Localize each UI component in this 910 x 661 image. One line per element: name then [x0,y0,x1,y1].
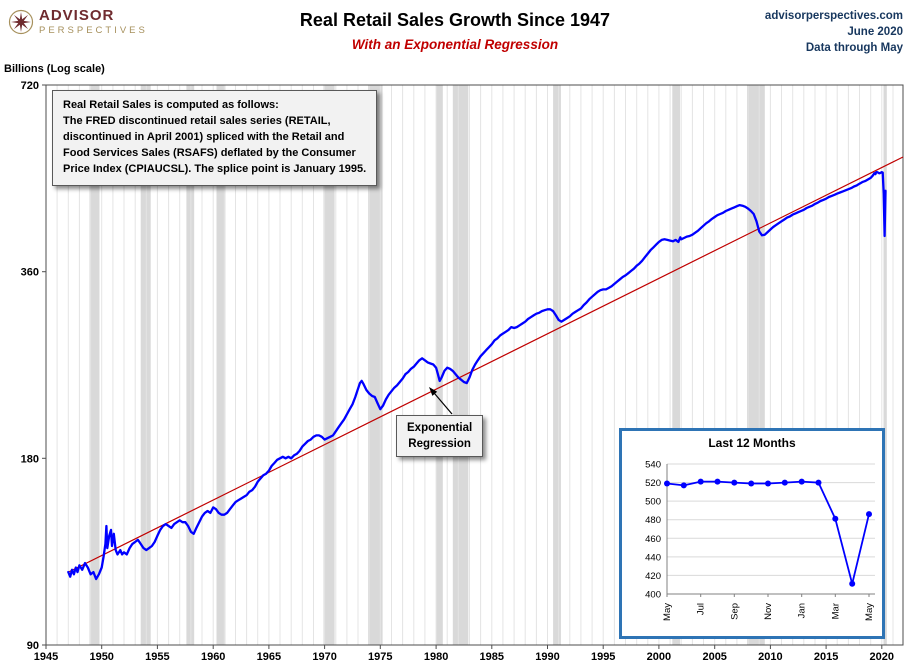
inset-y-tick-label: 420 [645,571,661,582]
x-tick-label: 1945 [34,651,58,661]
recession-bands [89,85,887,645]
x-tick-label: 1975 [368,651,392,661]
inset-line [666,480,870,585]
inset-x-tick-label: Jul [696,603,707,615]
y-tick-label: 360 [21,267,39,279]
x-tick-label: 1990 [535,651,559,661]
inset-x-tick-label: Mar [830,603,841,619]
inset-y-tick-label: 400 [645,590,661,601]
x-axis-ticks: 1945 1950 1955 1960 1965 1970 1975 1980 1985 1990… [34,645,894,661]
date-text: June 2020 [847,26,903,38]
inset-y-tick-label: 520 [645,478,661,489]
retail-sales-line [67,170,887,581]
website-text: advisorperspectives.com [764,10,903,22]
note-line: Price Index (CPIAUCSL). The splice point… [63,162,367,175]
inset-y-tick-label: 440 [645,552,661,563]
inset-x-tick-label: Nov [763,603,774,620]
inset-y-tick-label: 480 [645,515,661,526]
callout-arrow [429,387,453,415]
x-tick-label: 2005 [702,651,726,661]
inset-marker [849,580,856,587]
inset-x-tick-label: May [864,603,875,621]
regression-line [68,156,904,573]
x-tick-label: 2010 [758,651,782,661]
inset-y-tick-label: 460 [645,534,661,545]
regression-callout: Exponential Regression [396,415,484,458]
inset-marker [714,478,721,485]
note-line: Food Services Sales (RSAFS) deflated by … [63,146,356,159]
regression-callout-line1: Exponential [407,422,473,434]
x-tick-label: 1955 [145,651,169,661]
header-right-info: advisorperspectives.com June 2020 Data t… [765,8,903,56]
x-tick-label: 1950 [89,651,113,661]
y-tick-label: 720 [21,80,39,92]
inset-marker [798,478,805,485]
inset-marker [815,479,822,486]
x-tick-label: 2015 [814,651,838,661]
x-tick-label: 1995 [591,651,615,661]
inset-marker [697,478,704,485]
inset-x-tick-label: Jan [797,603,808,618]
x-tick-label: 1970 [312,651,336,661]
data-through-text: Data through May [805,42,903,54]
inset-marker [765,480,771,487]
inset-marker [832,515,839,522]
plot-border [45,84,904,646]
note-line: The FRED discontinued retail sales serie… [63,114,331,127]
methodology-note: Real Retail Sales is computed as follows… [52,90,378,186]
x-tick-label: 1960 [201,651,225,661]
inset-marker [781,479,788,486]
inset-title: Last 12 Months [708,436,796,450]
y-axis-ticks: 720 360 180 90 [21,80,46,652]
logo-advisor-text: ADVISOR [39,7,115,24]
x-tick-label: 1985 [480,651,504,661]
regression-callout-line2: Regression [408,438,471,451]
advisor-perspectives-logo: ADVISOR PERSPECTIVES [8,8,148,36]
note-line: discontinued in April 2001) spliced with… [63,130,345,143]
inset-x-tick-label: Sep [729,603,740,620]
inset-marker [866,511,872,518]
y-tick-label: 90 [27,640,39,652]
inset-x-tick-label: May [662,603,673,621]
x-tick-label: 1965 [257,651,281,661]
inset-x-labels: May Jul Sep Nov Jan Mar May [662,594,875,621]
x-tick-label: 1980 [424,651,448,661]
logo-perspectives-text: PERSPECTIVES [39,25,148,36]
x-tick-label: 2020 [870,651,894,661]
inset-marker [664,480,670,487]
inset-y-tick-label: 500 [645,497,661,508]
x-tick-label: 2000 [647,651,671,661]
inset-marker [731,479,738,486]
y-axis-title: Billions (Log scale) [4,63,105,75]
compass-rose-icon [8,9,34,34]
note-line: Real Retail Sales is computed as follows… [63,99,279,111]
inset-gridlines: 540 520 500 480 460 440 420 400 [645,460,875,601]
inset-marker [680,482,687,489]
inset-marker [748,480,755,487]
inset-y-tick-label: 540 [645,460,661,471]
last-12-months-inset: Last 12 Months 540 520 500 480 460 440 420 400 M… [619,428,885,639]
y-tick-label: 180 [21,453,39,465]
